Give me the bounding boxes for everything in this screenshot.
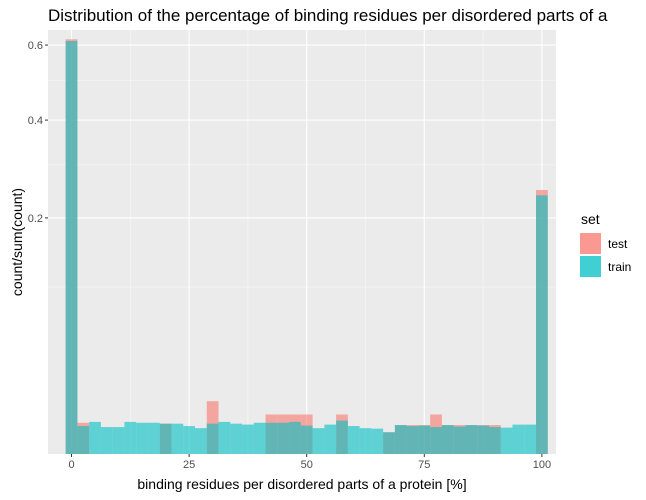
plot-panel — [48, 30, 556, 454]
bar-train — [147, 422, 160, 454]
bar-train — [406, 426, 419, 454]
bar-train — [242, 424, 254, 454]
bar-train — [359, 428, 372, 454]
legend-title: set — [581, 211, 600, 227]
bar-train — [477, 425, 489, 454]
bar-train — [512, 424, 525, 454]
x-tick-label: 100 — [533, 459, 551, 471]
x-tick-label: 25 — [183, 459, 195, 471]
bar-train — [453, 426, 466, 454]
bar-train — [218, 421, 231, 454]
bar-train — [500, 427, 513, 454]
bar-train — [89, 421, 101, 454]
x-tick-label: 50 — [301, 459, 313, 471]
bar-train — [100, 427, 113, 454]
bar-train — [430, 427, 442, 454]
bar-train — [300, 425, 313, 454]
chart-title: Distribution of the percentage of bindin… — [48, 6, 608, 25]
bar-train — [336, 420, 348, 454]
legend-label-train: train — [608, 260, 631, 274]
bar-train — [324, 424, 337, 454]
bar-train — [524, 424, 537, 454]
bar-train — [265, 422, 278, 454]
bar-train — [383, 432, 395, 454]
x-tick-label: 0 — [68, 459, 74, 471]
bars-layer — [65, 39, 548, 455]
bar-train — [183, 426, 195, 454]
bar-train — [394, 425, 407, 454]
bar-train — [159, 423, 172, 454]
bar-train — [418, 425, 431, 454]
legend: set test train — [580, 211, 631, 277]
bar-train — [312, 428, 325, 454]
bar-train — [371, 428, 384, 454]
y-tick-label: 0.4 — [28, 115, 43, 127]
bar-train — [277, 422, 290, 454]
bar-train — [124, 421, 137, 454]
bar-train — [136, 422, 148, 454]
bar-train — [347, 426, 360, 454]
bar-train — [536, 195, 548, 454]
axes-layer: 0 25 50 75 100 0.2 0.4 0.6 — [28, 40, 551, 471]
legend-key-test — [580, 233, 601, 254]
bar-train — [441, 425, 454, 454]
x-tick-label: 75 — [418, 459, 430, 471]
legend-label-test: test — [608, 237, 628, 251]
bar-train — [253, 422, 266, 454]
legend-key-train — [580, 256, 601, 277]
bar-train — [171, 423, 184, 454]
bar-train — [65, 40, 78, 454]
bar-train — [112, 427, 125, 454]
bar-train — [206, 423, 219, 454]
bar-train — [289, 421, 301, 454]
bar-train — [77, 426, 90, 454]
x-axis-title: binding residues per disordered parts of… — [137, 476, 466, 492]
bar-train — [194, 428, 207, 454]
y-tick-label: 0.6 — [28, 40, 43, 52]
y-tick-label: 0.2 — [28, 213, 43, 225]
bar-train — [230, 423, 243, 454]
y-axis-title: count/sum(count) — [9, 188, 25, 296]
bar-train — [465, 425, 478, 454]
bar-train — [488, 427, 501, 454]
